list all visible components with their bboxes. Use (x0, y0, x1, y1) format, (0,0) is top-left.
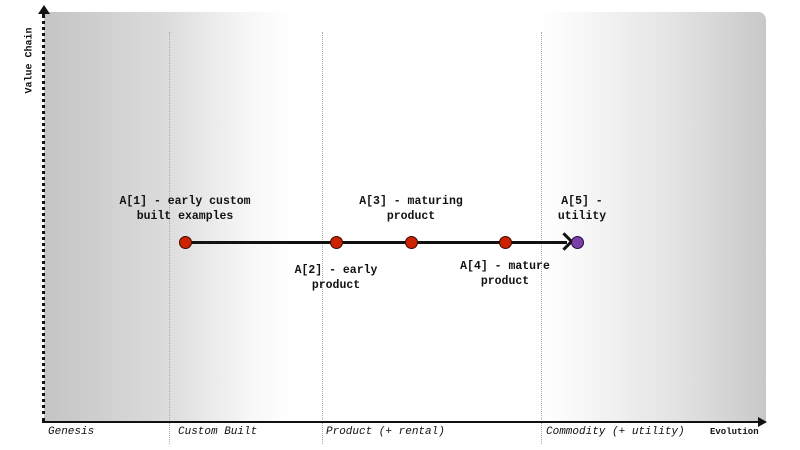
label-line: built examples (136, 210, 234, 223)
label-line: A[4] - mature (460, 260, 550, 273)
component-label-a4: A[4] - mature product (440, 259, 570, 289)
stage-divider-commodity (541, 32, 542, 444)
stage-product: Product (+ rental) (326, 426, 445, 438)
component-label-a5: A[5] - utility (542, 194, 622, 224)
stage-genesis: Genesis (48, 426, 95, 438)
component-node-a5[interactable] (571, 236, 584, 249)
label-line: product (386, 210, 436, 223)
label-line: A[3] - maturing (359, 195, 463, 208)
label-line: A[5] - (561, 195, 603, 208)
component-node-a4[interactable] (499, 236, 512, 249)
label-line: A[2] - early (294, 264, 378, 277)
label-line: product (480, 275, 530, 288)
component-label-a1: A[1] - early custom built examples (95, 194, 275, 224)
stage-commodity: Commodity (+ utility) (546, 426, 685, 438)
stage-custom-built: Custom Built (178, 426, 258, 438)
component-node-a2[interactable] (330, 236, 343, 249)
component-label-a2: A[2] - early product (271, 263, 401, 293)
component-node-a3[interactable] (405, 236, 418, 249)
x-axis-arrow-icon (758, 417, 767, 427)
evolution-path-line (185, 241, 567, 244)
component-label-a3: A[3] - maturing product (341, 194, 481, 224)
label-line: utility (557, 210, 607, 223)
evolution-background (44, 12, 766, 422)
x-axis-label: Evolution (710, 427, 759, 437)
y-axis-arrow-icon (38, 5, 50, 14)
stage-divider-product (322, 32, 323, 444)
stage-divider-custom (169, 32, 170, 444)
label-line: product (311, 279, 361, 292)
x-axis (42, 421, 760, 423)
label-line: A[1] - early custom (119, 195, 251, 208)
y-axis-label: Value Chain (24, 27, 36, 94)
y-axis (42, 14, 45, 422)
component-node-a1[interactable] (179, 236, 192, 249)
